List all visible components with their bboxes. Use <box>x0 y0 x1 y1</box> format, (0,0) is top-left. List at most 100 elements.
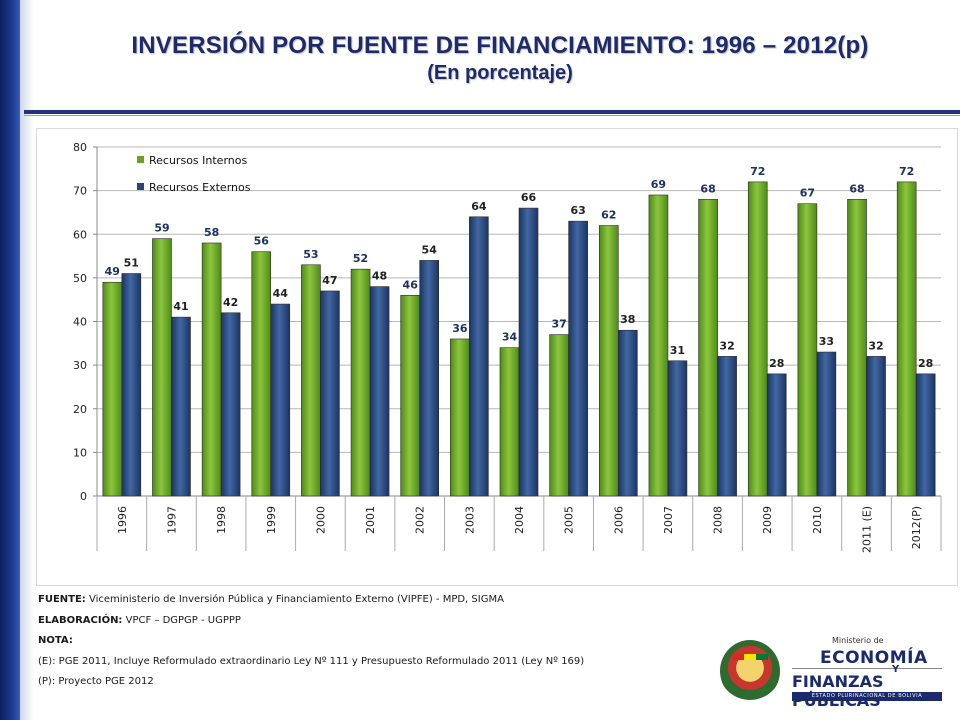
x-tick-label: 2009 <box>761 506 774 534</box>
bar-recursos-internos <box>648 194 669 497</box>
header: INVERSIÓN POR FUENTE DE FINANCIAMIENTO: … <box>40 32 960 85</box>
x-tick-label: 2003 <box>463 506 476 534</box>
bar-recursos-internos <box>152 238 172 497</box>
title-divider-thin <box>24 115 960 116</box>
bar-recursos-externos <box>568 220 588 497</box>
logo-economia-text: ECONOMÍA <box>820 648 928 668</box>
bar-recursos-externos <box>469 216 489 497</box>
logo-ministerio-text: Ministerio de <box>832 636 884 645</box>
data-label-internos: 56 <box>254 235 270 248</box>
bar-recursos-internos <box>797 203 818 497</box>
bar-recursos-externos <box>617 329 638 497</box>
bar-recursos-externos <box>667 360 688 497</box>
x-tick-label: 1999 <box>265 506 278 534</box>
chart-panel: 0 10 20 30 40 50 60 70 80 49 51 1996 59 41 1997 58 42 199… <box>36 128 958 586</box>
data-label-externos: 32 <box>719 339 734 352</box>
data-label-externos: 28 <box>769 357 784 370</box>
data-label-externos: 31 <box>670 344 685 357</box>
data-label-internos: 69 <box>651 178 666 191</box>
flag-icon <box>732 654 768 660</box>
page-subtitle: (En porcentaje) <box>427 62 573 84</box>
note-p: (P): Proyecto PGE 2012 <box>38 676 154 687</box>
data-label-internos: 49 <box>105 265 120 278</box>
bar-recursos-externos <box>270 303 291 497</box>
data-label-externos: 48 <box>372 270 387 283</box>
data-label-internos: 53 <box>303 248 318 261</box>
data-label-internos: 72 <box>899 165 914 178</box>
data-label-externos: 64 <box>471 200 487 213</box>
data-label-internos: 68 <box>849 182 864 195</box>
x-tick-label: 2010 <box>811 506 824 534</box>
y-tick-label: 20 <box>73 403 87 416</box>
note-nota: NOTA: <box>38 631 678 652</box>
x-tick-label: 2008 <box>712 506 725 534</box>
bar-recursos-externos <box>816 351 837 497</box>
y-tick-label: 50 <box>73 272 87 285</box>
left-decorative-band <box>0 0 20 720</box>
data-label-internos: 59 <box>154 222 169 235</box>
data-label-externos: 41 <box>173 300 188 313</box>
data-label-externos: 38 <box>620 313 635 326</box>
title-divider <box>24 110 960 114</box>
legend-label: Recursos Internos <box>149 154 247 167</box>
bar-recursos-internos <box>598 225 619 497</box>
x-tick-label: 2006 <box>612 506 625 534</box>
data-label-internos: 72 <box>750 165 765 178</box>
data-label-internos: 68 <box>700 182 715 195</box>
note-elaboracion: ELABORACIÓN: VPCF – DGPGP - UGPPP <box>38 611 678 632</box>
bar-recursos-internos <box>301 264 321 497</box>
legend-swatch <box>137 156 144 163</box>
bar-recursos-internos <box>102 281 123 497</box>
data-label-internos: 36 <box>452 322 468 335</box>
bar-recursos-externos <box>866 356 886 497</box>
bar-recursos-internos <box>201 242 222 497</box>
bar-recursos-internos <box>847 199 867 497</box>
fuente-label: FUENTE: <box>38 594 86 605</box>
y-tick-label: 70 <box>73 185 87 198</box>
x-tick-label: 2007 <box>662 506 675 534</box>
data-label-externos: 44 <box>273 287 289 300</box>
data-label-internos: 62 <box>601 209 616 222</box>
bar-recursos-externos <box>518 207 539 497</box>
y-tick-label: 80 <box>73 141 87 154</box>
bar-chart: 0 10 20 30 40 50 60 70 80 49 51 1996 59 41 1997 58 42 199… <box>73 141 942 553</box>
y-tick-label: 40 <box>73 316 87 329</box>
bar-recursos-externos <box>717 356 737 497</box>
note-fuente: FUENTE: Viceministerio de Inversión Públ… <box>38 590 678 611</box>
bar-recursos-externos <box>766 373 787 497</box>
data-label-internos: 52 <box>353 252 368 265</box>
data-label-internos: 67 <box>800 187 815 200</box>
bar-recursos-internos <box>747 181 768 497</box>
bar-recursos-externos <box>320 290 340 497</box>
legend-label: Recursos Externos <box>149 181 251 194</box>
coat-of-arms-icon <box>720 640 780 702</box>
data-label-internos: 37 <box>551 318 566 331</box>
data-label-externos: 54 <box>422 243 438 256</box>
logo-y-text: Y <box>892 664 900 675</box>
data-label-externos: 32 <box>868 339 883 352</box>
data-label-externos: 47 <box>322 274 337 287</box>
data-label-externos: 28 <box>918 357 933 370</box>
nota-label: NOTA: <box>38 635 73 646</box>
left-decorative-shade <box>20 0 34 720</box>
x-tick-label: 2000 <box>314 506 327 534</box>
ministry-logo: Ministerio de ECONOMÍA Y FINANZAS PÚBLIC… <box>712 632 952 712</box>
bar-recursos-externos <box>220 312 241 497</box>
x-tick-label: 2002 <box>414 506 427 534</box>
x-tick-label: 2004 <box>513 506 526 534</box>
y-tick-label: 10 <box>73 446 87 459</box>
logo-finanzas-text: FINANZAS PÚBLICAS <box>792 672 884 710</box>
data-label-internos: 46 <box>403 278 419 291</box>
logo-divider <box>792 668 942 669</box>
y-tick-label: 60 <box>73 228 87 241</box>
data-label-externos: 51 <box>124 257 139 270</box>
bar-recursos-externos <box>369 286 390 497</box>
note-e: (E): PGE 2011, Incluye Reformulado extra… <box>38 655 585 667</box>
bar-recursos-internos <box>896 181 917 497</box>
elaboracion-label: ELABORACIÓN: <box>38 614 123 626</box>
x-tick-label: 2011 (E) <box>861 506 874 553</box>
data-label-externos: 66 <box>521 191 537 204</box>
elaboracion-text: VPCF – DGPGP - UGPPP <box>122 614 241 626</box>
x-tick-label: 1996 <box>116 506 129 534</box>
data-label-internos: 34 <box>502 331 518 344</box>
